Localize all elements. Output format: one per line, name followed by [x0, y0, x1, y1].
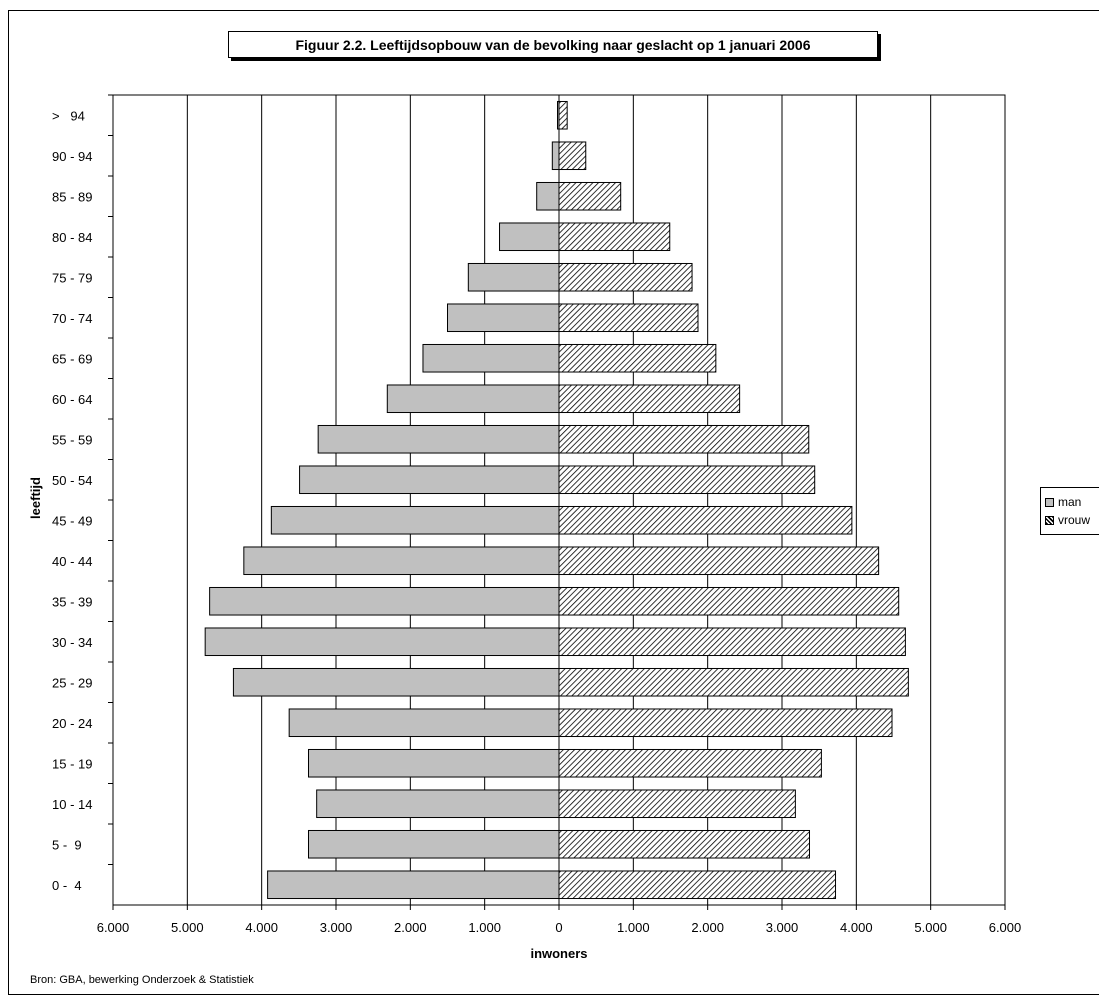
- y-tick-label: 35 - 39: [52, 594, 92, 609]
- bar-vrouw: [558, 870, 837, 900]
- legend: man vrouw: [1040, 487, 1099, 535]
- bar-vrouw: [558, 789, 796, 819]
- y-tick-label: 70 - 74: [52, 311, 92, 326]
- bar-vrouw: [558, 627, 906, 657]
- bar-man: [536, 181, 560, 211]
- legend-item-vrouw: vrouw: [1045, 512, 1090, 528]
- y-axis-title: leeftijd: [28, 477, 43, 519]
- bar-vrouw: [558, 667, 909, 697]
- x-tick-label: 4.000: [245, 920, 278, 935]
- x-tick-label: 3.000: [766, 920, 799, 935]
- bar-vrouw: [558, 100, 568, 130]
- bar-man: [307, 748, 560, 778]
- y-tick-label: 40 - 44: [52, 554, 92, 569]
- bar-man: [209, 586, 560, 616]
- bar-man: [422, 343, 560, 373]
- bar-vrouw: [558, 424, 810, 454]
- bar-man: [267, 870, 560, 900]
- x-tick-label: 5.000: [914, 920, 947, 935]
- bar-man: [288, 708, 560, 738]
- y-tick-label: 0 - 4: [52, 878, 82, 893]
- bar-man: [270, 505, 560, 535]
- bar-vrouw: [558, 546, 880, 576]
- bar-man: [307, 829, 560, 859]
- y-tick-label: > 94: [52, 108, 85, 123]
- bar-man: [467, 262, 560, 292]
- legend-label-man: man: [1058, 495, 1082, 509]
- bar-man: [299, 465, 560, 495]
- x-tick-label: 0: [555, 920, 562, 935]
- x-tick-label: 5.000: [171, 920, 204, 935]
- y-tick-label: 65 - 69: [52, 351, 92, 366]
- bar-vrouw: [558, 829, 811, 859]
- x-tick-label: 1.000: [468, 920, 501, 935]
- y-tick-label: 90 - 94: [52, 149, 92, 164]
- bar-vrouw: [558, 748, 822, 778]
- chart-title: Figuur 2.2. Leeftijdsopbouw van de bevol…: [228, 31, 878, 58]
- bar-man: [386, 384, 560, 414]
- chart-frame: [8, 10, 1099, 995]
- y-tick-label: 5 - 9: [52, 837, 82, 852]
- bar-man: [243, 546, 560, 576]
- bar-man: [232, 667, 560, 697]
- bar-vrouw: [558, 384, 741, 414]
- bar-man: [316, 789, 560, 819]
- bar-vrouw: [558, 343, 717, 373]
- y-tick-label: 45 - 49: [52, 513, 92, 528]
- y-tick-label: 50 - 54: [52, 473, 92, 488]
- x-tick-label: 6.000: [97, 920, 130, 935]
- y-tick-label: 85 - 89: [52, 189, 92, 204]
- y-tick-label: 60 - 64: [52, 392, 92, 407]
- bar-vrouw: [558, 181, 622, 211]
- bar-man: [447, 303, 560, 333]
- y-tick-label: 30 - 34: [52, 635, 92, 650]
- bar-vrouw: [558, 222, 671, 252]
- source-note: Bron: GBA, bewerking Onderzoek & Statist…: [30, 974, 254, 986]
- bar-vrouw: [558, 262, 693, 292]
- x-tick-label: 1.000: [617, 920, 650, 935]
- bar-vrouw: [558, 586, 900, 616]
- x-tick-label: 4.000: [840, 920, 873, 935]
- legend-swatch-vrouw: [1045, 515, 1054, 525]
- bar-man: [499, 222, 560, 252]
- bar-man: [204, 627, 560, 657]
- y-tick-label: 55 - 59: [52, 432, 92, 447]
- x-tick-label: 2.000: [394, 920, 427, 935]
- y-tick-label: 15 - 19: [52, 756, 92, 771]
- legend-label-vrouw: vrouw: [1058, 513, 1091, 527]
- x-tick-label: 2.000: [691, 920, 724, 935]
- y-tick-label: 25 - 29: [52, 675, 92, 690]
- bar-vrouw: [558, 465, 816, 495]
- x-axis-title: inwoners: [530, 946, 587, 961]
- legend-item-man: man: [1045, 494, 1081, 510]
- y-tick-label: 80 - 84: [52, 230, 92, 245]
- x-tick-label: 3.000: [320, 920, 353, 935]
- bar-vrouw: [558, 303, 699, 333]
- y-tick-label: 10 - 14: [52, 797, 92, 812]
- x-tick-label: 6.000: [989, 920, 1022, 935]
- y-tick-label: 20 - 24: [52, 716, 92, 731]
- bar-man: [317, 424, 560, 454]
- bar-vrouw: [558, 141, 587, 171]
- bar-vrouw: [558, 708, 893, 738]
- bar-man: [551, 141, 560, 171]
- y-tick-label: 75 - 79: [52, 270, 92, 285]
- bar-vrouw: [558, 505, 853, 535]
- legend-swatch-man: [1045, 497, 1054, 507]
